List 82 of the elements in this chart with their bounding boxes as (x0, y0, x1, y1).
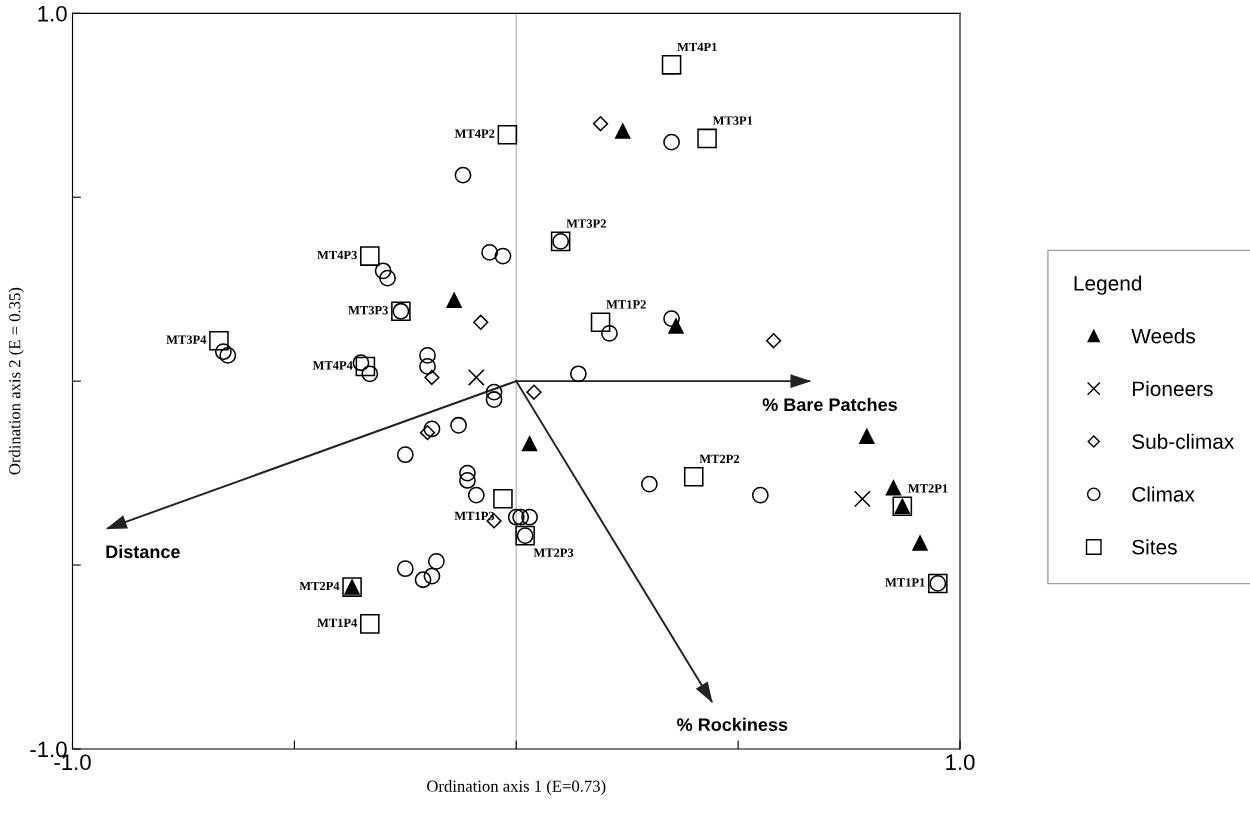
point (374, 262, 392, 280)
data-label: MT4P1 (677, 42, 717, 52)
data-label: MT1P2 (606, 300, 646, 309)
data-label: MT4P4 (312, 361, 353, 370)
point (446, 292, 462, 308)
data-label: MT3P1 (712, 116, 753, 125)
point (494, 247, 512, 265)
point (640, 475, 658, 493)
point (592, 116, 609, 132)
data-label: MT3P2 (566, 219, 606, 228)
legend-label: Sub-climax (1132, 433, 1235, 449)
point (507, 508, 525, 526)
point (352, 354, 370, 372)
point (493, 489, 513, 509)
annotation: % Rockiness (677, 717, 788, 732)
point (423, 567, 441, 585)
point (396, 560, 414, 578)
data-label: MT2P1 (908, 484, 948, 493)
point (219, 346, 237, 364)
point (419, 346, 436, 364)
point (859, 428, 875, 445)
point (526, 384, 542, 400)
legend-label: Pioneers (1132, 380, 1213, 397)
point (521, 435, 538, 452)
point (481, 244, 499, 261)
point (497, 124, 518, 145)
point (885, 480, 902, 496)
point (683, 466, 704, 487)
point (765, 333, 782, 349)
data-label: MT2P3 (533, 548, 574, 557)
point (427, 552, 445, 570)
point (751, 486, 769, 504)
point (459, 464, 476, 482)
data-label: MT3P4 (166, 335, 207, 344)
data-label: MT1P4 (317, 618, 358, 627)
y-axis-title: Ordination axis 2 (E = 0.35) (8, 287, 24, 475)
point (423, 420, 441, 438)
legend-label: Climax (1132, 486, 1195, 502)
point (424, 369, 440, 386)
annotation: Distance (106, 544, 180, 559)
data-label: MT4P2 (454, 129, 495, 138)
point (590, 312, 611, 333)
x-axis-title: Ordination axis 1 (E=0.73) (427, 780, 606, 796)
point (414, 571, 432, 589)
point (360, 614, 380, 634)
annotation: % Bare Patches (762, 397, 897, 412)
point (485, 391, 503, 408)
point (473, 314, 489, 330)
point (569, 365, 587, 383)
point (209, 330, 229, 351)
point (361, 365, 379, 383)
point (419, 358, 436, 375)
point (355, 356, 376, 377)
point (214, 343, 232, 361)
point (396, 446, 414, 464)
point (379, 269, 396, 287)
data-label: MT2P4 (299, 581, 340, 591)
point (853, 490, 871, 508)
legend-label: Weeds (1131, 328, 1195, 344)
legend-label: Sites (1132, 539, 1177, 555)
point (697, 128, 717, 149)
point (454, 166, 472, 184)
data-label: MT1P1 (885, 578, 925, 587)
point (419, 424, 436, 441)
point (521, 508, 538, 526)
point (615, 123, 631, 139)
data-label: MT4P3 (317, 250, 357, 260)
data-label: MT3P3 (348, 305, 388, 315)
point (912, 535, 928, 551)
point (601, 324, 618, 342)
point (663, 133, 680, 151)
point (661, 55, 682, 75)
point (360, 246, 380, 266)
point (467, 369, 485, 386)
legend-title: Legend (1074, 275, 1142, 295)
point (512, 508, 530, 526)
point (467, 486, 485, 504)
point (485, 383, 503, 401)
point (450, 416, 467, 434)
data-label: MT2P2 (699, 454, 740, 463)
point (663, 310, 680, 328)
point (459, 472, 476, 489)
